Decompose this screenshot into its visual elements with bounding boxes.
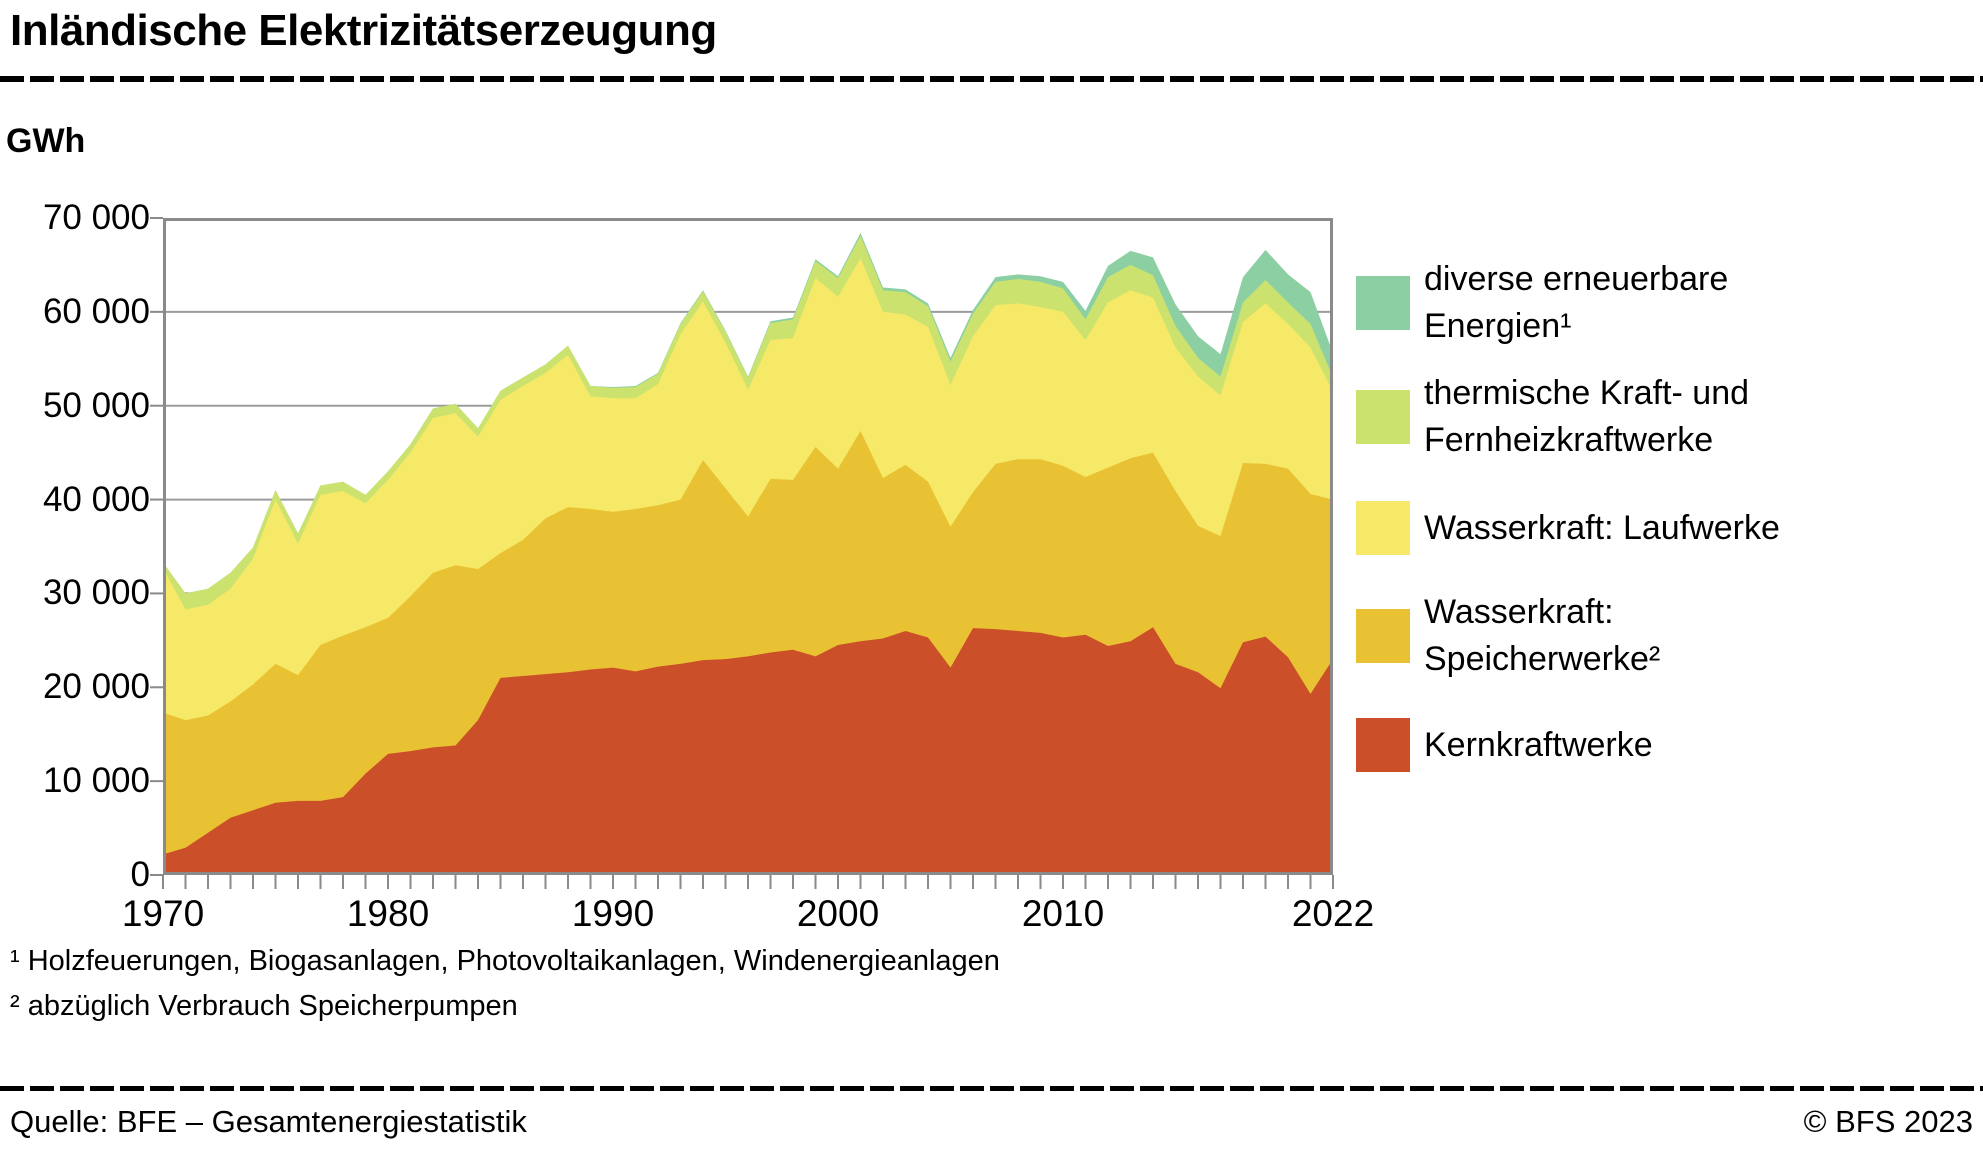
legend-item-kernkraftwerke: Kernkraftwerke bbox=[1356, 718, 1653, 772]
x-axis-label: 1980 bbox=[346, 893, 430, 934]
y-axis-label: 50 000 bbox=[42, 385, 150, 425]
wasserkraft-speicherwerke-swatch bbox=[1356, 609, 1410, 663]
legend-item-speicherwerke: Wasserkraft: Speicherwerke² bbox=[1356, 589, 1660, 683]
kernkraftwerke-swatch bbox=[1356, 718, 1410, 772]
legend-item-laufwerke: Wasserkraft: Laufwerke bbox=[1356, 501, 1780, 555]
thermische-kraftwerke-swatch bbox=[1356, 390, 1410, 444]
footer-divider bbox=[0, 1086, 1983, 1091]
y-axis-label: 0 bbox=[130, 855, 150, 894]
legend-label: diverse erneuerbare Energien¹ bbox=[1424, 260, 1729, 345]
plot-area bbox=[150, 217, 1334, 889]
diverse-erneuerbare-swatch bbox=[1356, 276, 1410, 330]
legend-label: Kernkraftwerke bbox=[1424, 725, 1653, 764]
x-axis-label: 2010 bbox=[1021, 893, 1105, 934]
x-axis-label: 1990 bbox=[571, 893, 655, 934]
y-axis-label: 40 000 bbox=[42, 479, 150, 519]
wasserkraft-laufwerke-swatch bbox=[1356, 501, 1410, 555]
legend-item-thermisch: thermische Kraft- und Fernheizkraftwerke bbox=[1356, 370, 1749, 464]
legend-label: thermische Kraft- und Fernheizkraftwerke bbox=[1424, 374, 1750, 459]
y-axis-label: 70 000 bbox=[42, 198, 150, 237]
copyright-text: © BFS 2023 bbox=[1803, 1104, 1973, 1139]
title-divider bbox=[0, 76, 1983, 82]
page-title: Inländische Elektrizitätserzeugung bbox=[10, 6, 717, 55]
legend-label: Wasserkraft: Laufwerke bbox=[1424, 508, 1780, 547]
source-text: Quelle: BFE – Gesamtenergiestatistik bbox=[10, 1104, 527, 1139]
x-axis-label: 2000 bbox=[796, 893, 880, 934]
area-kern bbox=[163, 627, 1333, 875]
x-axis-label: 1970 bbox=[121, 893, 205, 934]
y-axis-label: 10 000 bbox=[42, 761, 150, 801]
y-axis-label: 20 000 bbox=[42, 667, 150, 707]
footnote-2: ² abzüglich Verbrauch Speicherpumpen bbox=[10, 990, 518, 1022]
y-axis-label: 30 000 bbox=[42, 573, 150, 613]
y-axis-unit: GWh bbox=[6, 122, 86, 160]
legend-label: Wasserkraft: Speicherwerke² bbox=[1424, 593, 1661, 678]
x-axis-label: 2022 bbox=[1291, 893, 1375, 934]
y-axis-label: 60 000 bbox=[42, 291, 150, 331]
stacked-area-svg bbox=[150, 217, 1334, 889]
plot-frame bbox=[163, 218, 1333, 875]
legend-item-diverse: diverse erneuerbare Energien¹ bbox=[1356, 256, 1728, 350]
footnote-1: ¹ Holzfeuerungen, Biogasanlagen, Photovo… bbox=[10, 945, 1000, 977]
